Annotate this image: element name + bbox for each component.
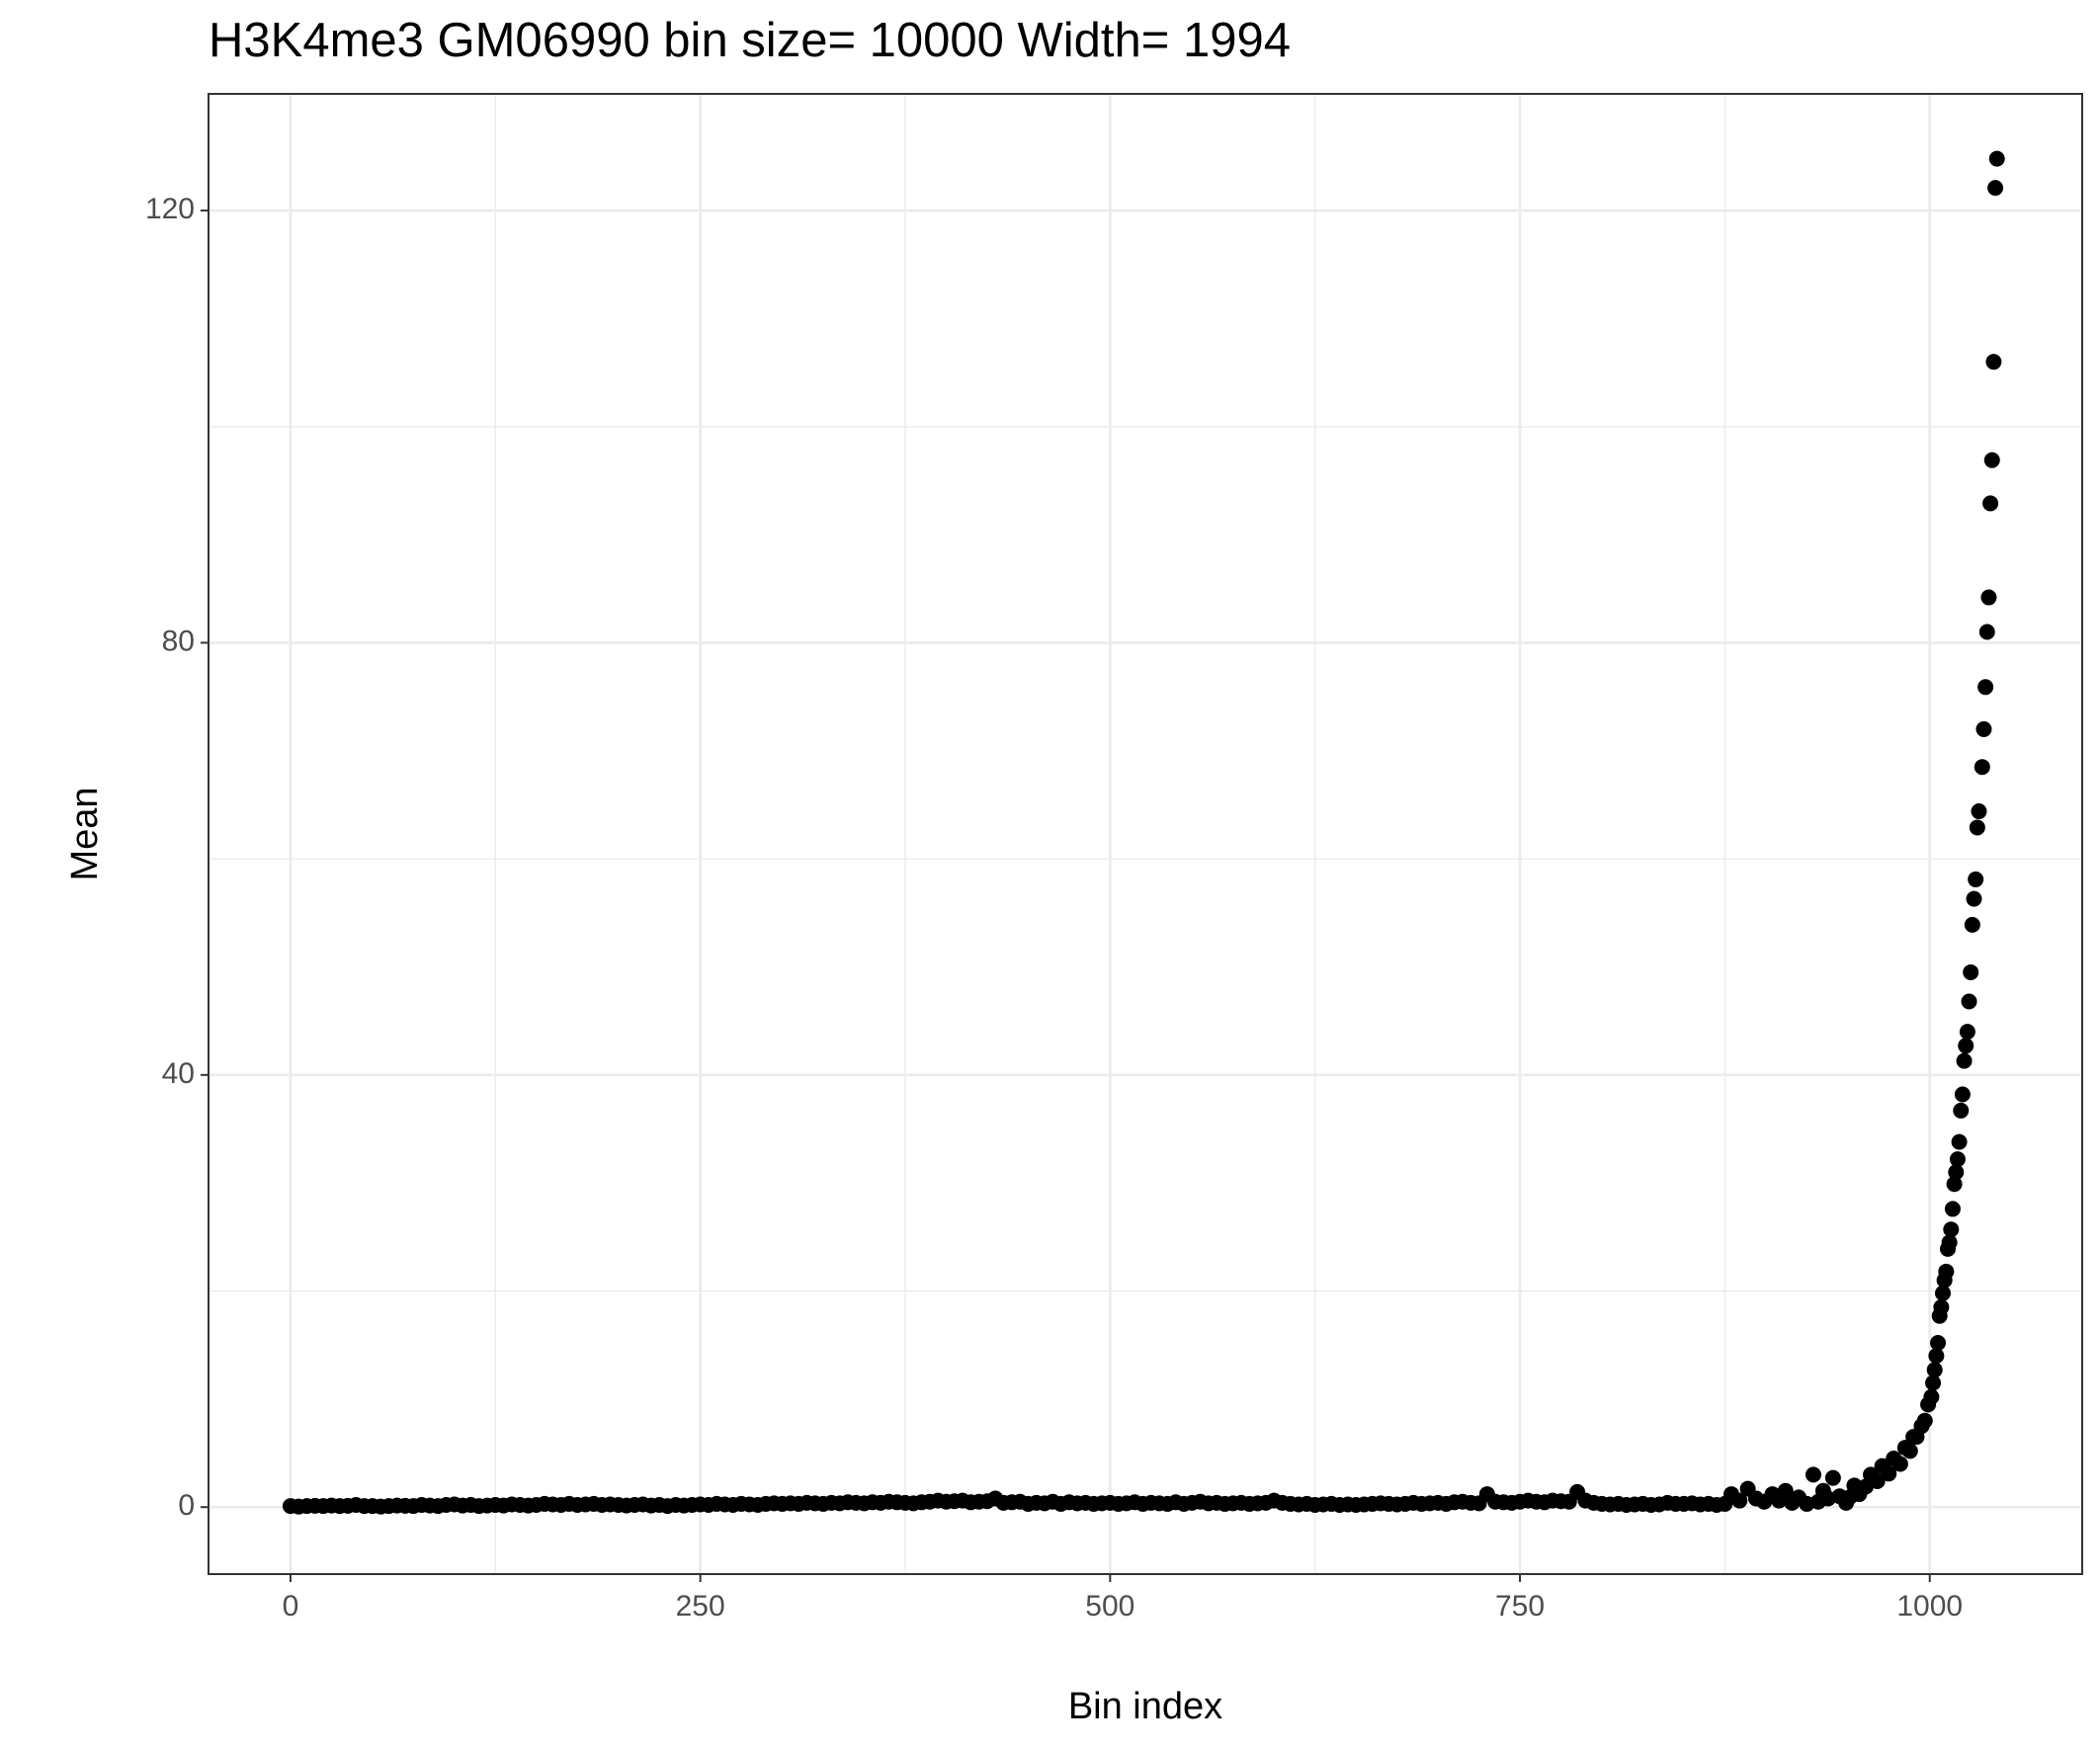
point [1982, 495, 1999, 512]
point [1980, 589, 1997, 606]
ticks: 0 250 500 750 1000 0 40 80 120 [145, 193, 1963, 1623]
point [1824, 1469, 1841, 1486]
x-tick-label: 250 [676, 1590, 725, 1623]
point [1963, 963, 1979, 980]
y-tick-label: 0 [178, 1489, 195, 1522]
point [1777, 1482, 1794, 1499]
point [1969, 819, 1985, 836]
x-tick-label: 1000 [1896, 1590, 1963, 1623]
point [1983, 452, 2000, 468]
point [1930, 1335, 1947, 1352]
point [1968, 871, 1984, 887]
point [1946, 1176, 1963, 1193]
point [1964, 916, 1980, 933]
point [1869, 1472, 1886, 1489]
point [1805, 1466, 1821, 1483]
point [1988, 150, 2005, 167]
x-axis-title: Bin index [1068, 1686, 1222, 1727]
point [1987, 180, 2004, 197]
point [1948, 1164, 1965, 1181]
point [1935, 1285, 1952, 1301]
panel-border [208, 93, 2083, 1575]
point [1977, 679, 1994, 696]
point [1923, 1388, 1940, 1405]
point [1958, 1038, 1974, 1054]
point [1938, 1263, 1955, 1280]
point [1954, 1086, 1971, 1103]
point [1901, 1443, 1918, 1459]
point [1959, 1024, 1975, 1041]
x-tick-label: 750 [1495, 1590, 1545, 1623]
point [1926, 1362, 1943, 1378]
point [1956, 1052, 1973, 1069]
x-tick-label: 500 [1085, 1590, 1134, 1623]
point [1943, 1221, 1960, 1238]
point [1933, 1298, 1950, 1315]
point [1881, 1465, 1897, 1482]
point [1928, 1348, 1945, 1365]
point [1944, 1201, 1961, 1217]
chart-title: H3K4me3 GM06990 bin size= 10000 Width= 1… [209, 14, 1291, 67]
x-tick-label: 0 [283, 1590, 299, 1623]
point [1891, 1456, 1908, 1472]
y-tick-label: 40 [162, 1057, 195, 1090]
point [1941, 1234, 1958, 1251]
point [1953, 1102, 1970, 1119]
point [1985, 354, 2002, 371]
point [1949, 1151, 1966, 1168]
point [1916, 1412, 1933, 1429]
y-axis-title: Mean [64, 787, 106, 880]
y-tick-label: 120 [145, 193, 195, 225]
point [1971, 803, 1987, 820]
point [1966, 890, 1982, 907]
points [282, 150, 2005, 1515]
point [1961, 993, 1977, 1010]
plot-panel [209, 94, 2082, 1574]
point [1951, 1133, 1968, 1150]
point [1974, 759, 1990, 776]
y-tick-label: 80 [162, 625, 195, 657]
point [1925, 1375, 1942, 1391]
point [1975, 720, 1992, 737]
point [1731, 1492, 1748, 1509]
point [1978, 624, 1995, 640]
